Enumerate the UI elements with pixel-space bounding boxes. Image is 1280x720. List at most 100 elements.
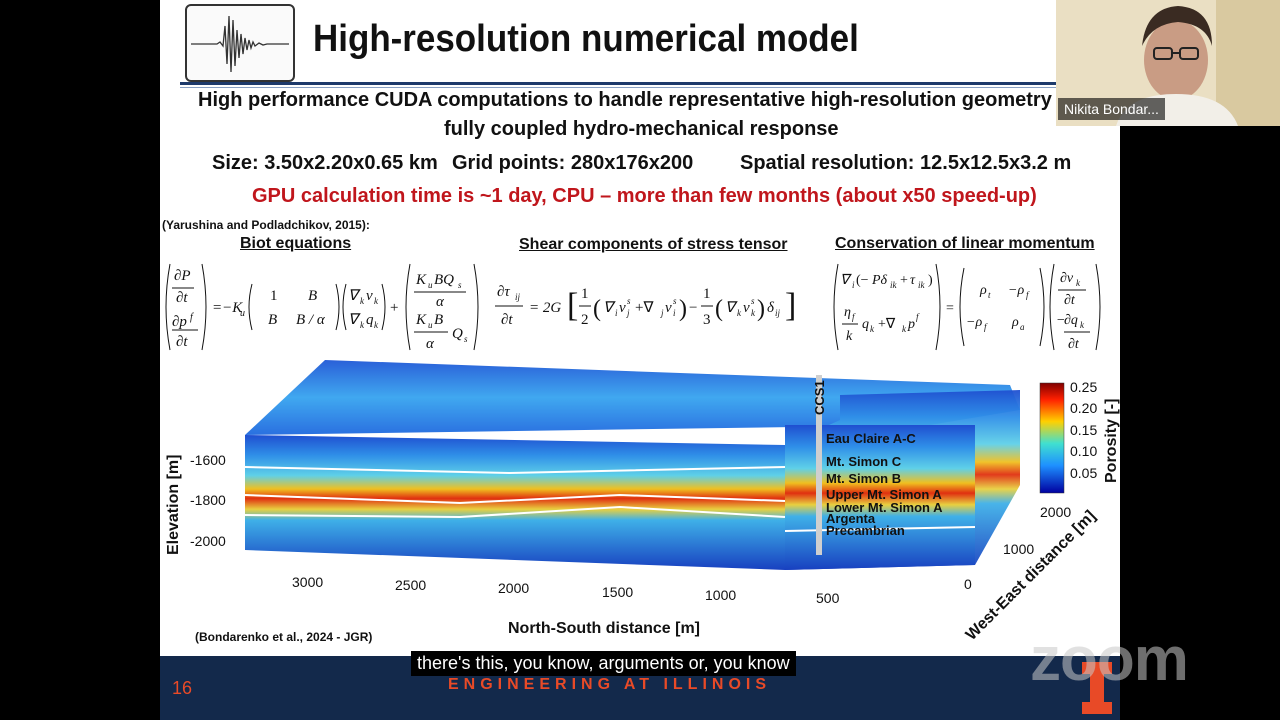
svg-text:+: + (390, 300, 398, 316)
closed-caption: there's this, you know, arguments or, yo… (411, 651, 796, 676)
y-tick: -1600 (190, 452, 226, 468)
svg-text:k: k (360, 296, 365, 306)
svg-text:k: k (1076, 278, 1081, 288)
svg-text:η: η (844, 305, 851, 320)
svg-text:∇: ∇ (348, 312, 361, 328)
meeting-side-area (1120, 126, 1280, 720)
colorbar-tick: 0.05 (1070, 465, 1097, 481)
svg-text:s: s (673, 296, 677, 306)
svg-text:∂q: ∂q (1064, 313, 1078, 328)
layer-label: Mt. Simon C (826, 454, 902, 469)
grid-points: Grid points: 280x176x200 (452, 152, 694, 174)
colorbar-label: Porosity [-] (1103, 399, 1120, 483)
svg-text:Q: Q (452, 326, 463, 342)
svg-text:u: u (428, 320, 433, 330)
svg-text:f: f (984, 322, 988, 332)
svg-text:[: [ (567, 287, 578, 324)
x-tick: 2000 (498, 580, 529, 596)
layer-label: Precambrian (826, 523, 905, 538)
svg-text:−: − (1056, 313, 1065, 328)
svg-text:+: + (900, 273, 908, 288)
z-tick: 0 (964, 576, 972, 592)
header-momentum: Conservation of linear momentum (835, 235, 1095, 252)
seismogram-icon (191, 15, 289, 73)
svg-text:v: v (619, 300, 626, 316)
well-label: CCS1 (812, 380, 827, 415)
x-tick: 500 (816, 590, 840, 606)
svg-text:k: k (1080, 320, 1085, 330)
svg-text:]: ] (785, 287, 796, 324)
momentum-equation: ∇ i (− Pδ ik + τ ik) η fk q k +∇ k p f = ρ t −ρ f −ρ f ρ a … (833, 263, 1101, 352)
svg-text:k: k (374, 296, 379, 306)
svg-text:ij: ij (515, 292, 521, 302)
svg-text:ρ: ρ (979, 283, 987, 298)
svg-text:u: u (240, 308, 245, 319)
svg-text:+∇: +∇ (635, 300, 654, 316)
svg-text:−ρ: −ρ (966, 315, 982, 330)
svg-text:k: k (751, 308, 756, 318)
svg-text:∇: ∇ (348, 288, 361, 304)
model-top-face (245, 360, 1020, 435)
citation-yarushina: (Yarushina and Podladchikov, 2015): (162, 218, 370, 232)
svg-text:i: i (673, 308, 676, 318)
svg-text:u: u (428, 280, 433, 290)
svg-text:B: B (434, 312, 443, 328)
header-shear: Shear components of stress tensor (519, 236, 788, 253)
slide: High-resolution numerical model High per… (160, 0, 1120, 720)
svg-text:): ) (757, 296, 765, 322)
svg-text:k: k (870, 324, 875, 334)
svg-text:): ) (928, 273, 933, 288)
svg-text:∂t: ∂t (176, 334, 188, 350)
svg-text:s: s (627, 296, 631, 306)
svg-text:k: k (374, 320, 379, 330)
svg-text:q: q (862, 317, 869, 332)
gpu-time-note: GPU calculation time is ~1 day, CPU – mo… (252, 185, 1037, 207)
participant-name: Nikita Bondar... (1058, 98, 1165, 120)
seismogram-logo (185, 4, 295, 82)
svg-text:s: s (464, 334, 468, 344)
svg-text:ρ: ρ (1011, 315, 1019, 330)
svg-text:3: 3 (703, 312, 711, 328)
svg-text:α: α (426, 336, 435, 352)
model-cut-face (785, 425, 975, 570)
svg-text:p: p (907, 317, 915, 332)
svg-text:B: B (268, 312, 277, 328)
colorbar-tick: 0.20 (1070, 400, 1097, 416)
svg-text:∂p: ∂p (172, 314, 187, 330)
title-divider-thin (180, 87, 1120, 88)
x-tick: 1000 (705, 587, 736, 603)
spatial-resolution: Spatial resolution: 12.5x12.5x3.2 m (740, 152, 1072, 174)
svg-text:q: q (366, 312, 374, 328)
x-tick: 2500 (395, 577, 426, 593)
participant-video[interactable]: Nikita Bondar... (1056, 0, 1280, 126)
svg-text:v: v (743, 300, 750, 316)
svg-text:α: α (436, 294, 445, 310)
header-biot: Biot equations (240, 235, 352, 252)
svg-text:i: i (852, 280, 855, 290)
svg-text:−: − (689, 300, 697, 316)
footer-text: ENGINEERING AT ILLINOIS (448, 676, 772, 693)
svg-text:1: 1 (581, 286, 589, 302)
svg-text:B / α: B / α (296, 312, 326, 328)
svg-text:(: ( (593, 296, 601, 322)
y-tick: -1800 (190, 492, 226, 508)
colorbar-tick: 0.25 (1070, 379, 1097, 395)
svg-text:j: j (660, 308, 664, 318)
svg-text:2: 2 (581, 312, 589, 328)
x-tick: 1500 (602, 584, 633, 600)
layer-label: Eau Claire A-C (826, 431, 916, 446)
svg-text:s: s (751, 296, 755, 306)
svg-text:∂t: ∂t (1064, 293, 1076, 308)
svg-text:f: f (190, 312, 194, 323)
svg-text:B: B (308, 288, 317, 304)
svg-text:(: ( (715, 296, 723, 322)
svg-text:BQ: BQ (434, 272, 454, 288)
svg-text:+∇: +∇ (878, 317, 896, 332)
citation-bondarenko: (Bondarenko et al., 2024 - JGR) (195, 630, 373, 644)
colorbar-tick: 0.10 (1070, 443, 1097, 459)
svg-text:f: f (916, 312, 920, 322)
z-tick: 2000 (1040, 504, 1071, 520)
subtitle-line-1: High performance CUDA computations to ha… (198, 89, 1069, 111)
page-title: High-resolution numerical model (313, 18, 859, 60)
